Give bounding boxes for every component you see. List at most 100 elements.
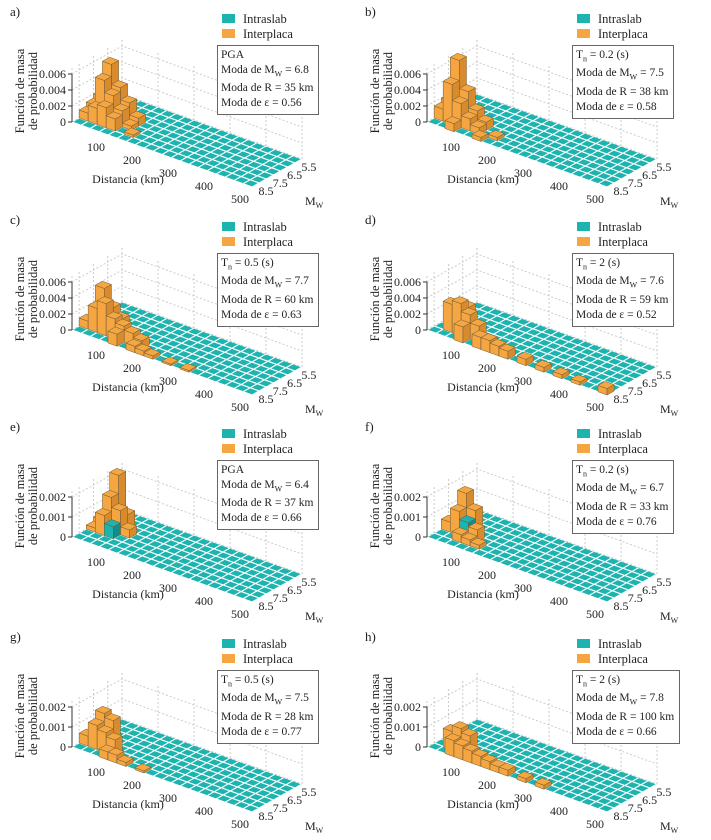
- floor-cell: [611, 373, 626, 380]
- floor-cell: [516, 525, 530, 532]
- legend: Intraslab Interplaca: [222, 637, 293, 667]
- plot-area: 0 0.002 0.004 0.006 100 200 300 400 500 5.56.57.5…: [39, 38, 324, 208]
- floor-cell: [626, 365, 640, 372]
- bar-top-face: [449, 52, 468, 61]
- floor-cell: [152, 522, 166, 529]
- info-subscript: W: [274, 697, 283, 707]
- floor-cell: [588, 551, 602, 558]
- floor-cell: [91, 333, 105, 340]
- floor-cell: [498, 729, 512, 736]
- floor-cell: [168, 139, 183, 146]
- floor-cell: [530, 343, 545, 350]
- x-tick-label: 300: [514, 791, 532, 805]
- floor-cell: [592, 359, 606, 366]
- floor-cell: [525, 114, 539, 121]
- floor-cell: [238, 366, 253, 373]
- floor-cell: [574, 352, 588, 359]
- floor-cell: [554, 164, 568, 171]
- m-axis-title-sub: W: [671, 409, 679, 416]
- floor-cell: [521, 132, 536, 139]
- floor-cell: [575, 567, 590, 574]
- floor-cell: [208, 759, 222, 766]
- floor-cell: [188, 361, 202, 368]
- floor-cell: [240, 790, 255, 797]
- floor-cell: [255, 157, 269, 164]
- floor-cell: [482, 105, 496, 112]
- floor-cell: [496, 338, 511, 345]
- floor-cell: [491, 316, 505, 323]
- floor-cell: [197, 364, 211, 371]
- floor-cell: [244, 147, 258, 154]
- info-line: Moda de R = 28 km: [221, 710, 313, 725]
- x-tick-label: 400: [195, 594, 213, 608]
- floor-cell: [455, 543, 469, 550]
- floor-cell: [554, 131, 568, 138]
- floor-cell: [592, 151, 606, 158]
- info-line: Moda de MW = 6.7: [576, 481, 668, 499]
- floor-cell: [130, 534, 145, 541]
- floor-cell: [545, 160, 559, 167]
- floor-cell: [642, 156, 656, 163]
- floor-cell: [145, 144, 159, 151]
- floor-cell: [154, 322, 168, 329]
- floor-cell: [511, 122, 525, 129]
- info-line: Moda de R = 35 km: [221, 81, 313, 96]
- floor-cell: [143, 137, 157, 144]
- z-tick-label: 0.002: [39, 99, 66, 113]
- m-axis-title-main: M: [660, 194, 671, 208]
- floor-cell: [620, 168, 635, 175]
- m-tick-label: 7.5: [628, 176, 643, 190]
- floor-cell: [617, 361, 631, 368]
- floor-cell: [543, 745, 557, 752]
- floor-cell: [262, 778, 276, 785]
- floor-cell: [121, 741, 136, 748]
- m-axis-title-main: M: [305, 402, 316, 416]
- floor-cell: [617, 153, 631, 160]
- y-axis-title: Función de masa de probabilidad: [368, 651, 395, 781]
- floor-cell: [139, 122, 154, 129]
- floor-cell: [484, 737, 498, 744]
- floor-cell: [168, 554, 183, 561]
- x-axis-title: Distancia (km): [447, 587, 519, 601]
- z-tick-label: 0.006: [39, 67, 66, 81]
- m-tick-label: 8.5: [259, 809, 274, 823]
- floor-cell: [91, 540, 105, 547]
- floor-cell: [219, 352, 233, 359]
- m-axis-title-main: M: [660, 609, 671, 623]
- floor-cell: [147, 743, 161, 750]
- floor-cell: [192, 760, 206, 767]
- legend-label-interplaca: Interplaca: [243, 235, 293, 249]
- floor-cell: [269, 774, 283, 781]
- x-axis-title: Distancia (km): [92, 172, 164, 186]
- floor-cell: [527, 121, 541, 128]
- floor-cell: [231, 787, 246, 794]
- panel-label: f): [365, 419, 374, 434]
- chart-panel: 0 0.002 0.004 0.006 100 200 300 400 500 5.5 6.5 7.5…: [0, 208, 355, 416]
- floor-cell: [615, 146, 629, 153]
- floor-cell: [246, 779, 260, 786]
- floor-cell: [184, 139, 199, 146]
- floor-cell: [482, 138, 496, 145]
- floor-cell: [278, 778, 292, 785]
- floor-cell: [271, 782, 285, 789]
- floor-cell: [610, 782, 624, 789]
- floor-cell: [586, 787, 601, 794]
- floor-cell: [215, 371, 229, 378]
- floor-cell: [154, 739, 168, 746]
- floor-cell: [136, 556, 150, 563]
- floor-cell: [557, 145, 572, 152]
- floor-cell: [269, 564, 283, 571]
- floor-cell: [559, 152, 574, 159]
- info-value: = 6.7: [637, 482, 664, 495]
- floor-cell: [527, 154, 541, 161]
- floor-cell: [170, 739, 184, 746]
- m-tick-label: 5.5: [656, 785, 671, 799]
- floor-cell: [150, 341, 165, 348]
- floor-cell: [172, 746, 186, 753]
- floor-cell: [620, 376, 635, 383]
- floor-cell: [280, 575, 294, 582]
- bar-top-face: [134, 343, 152, 352]
- floor-cell: [552, 571, 566, 578]
- floor-cell: [608, 358, 622, 365]
- floor-cell: [613, 587, 628, 594]
